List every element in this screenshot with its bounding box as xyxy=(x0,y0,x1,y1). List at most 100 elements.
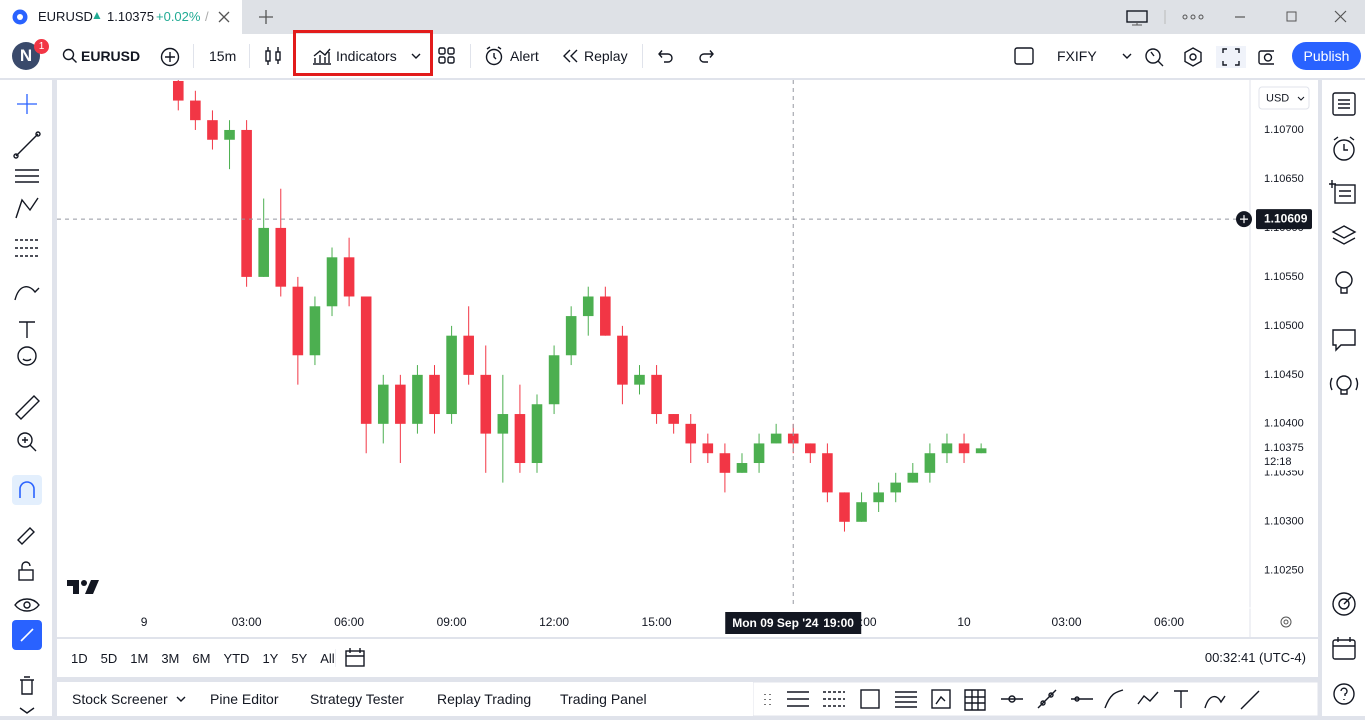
x-tick-label: 9 xyxy=(141,615,148,629)
dropdown-arrow xyxy=(1122,53,1132,59)
layout-button[interactable] xyxy=(1014,47,1034,65)
timeframe[interactable]: 5D xyxy=(100,651,118,666)
timeframe[interactable]: 6M xyxy=(192,651,211,666)
x-tick-label: 12:00 xyxy=(539,615,569,629)
candle-body xyxy=(651,374,662,415)
candles xyxy=(172,80,987,532)
search-icon xyxy=(62,48,77,63)
symbol-search[interactable]: EURUSD xyxy=(62,34,140,78)
last-price-box xyxy=(1256,438,1318,471)
right-sidebar xyxy=(1322,80,1365,716)
candle-body xyxy=(395,384,406,424)
tab-close[interactable] xyxy=(218,11,230,23)
crosshair-time-box xyxy=(725,612,862,634)
candle-body xyxy=(805,443,816,454)
publish-button[interactable]: Publish xyxy=(1292,42,1361,70)
candle-body xyxy=(224,129,235,140)
y-tick-label: 1.10450 xyxy=(1264,369,1304,381)
drawing-tools[interactable] xyxy=(12,90,42,720)
y-tick-label: 1.10400 xyxy=(1264,418,1304,430)
toolbar-icons xyxy=(1145,46,1274,68)
bottom-panel: Stock Screener Pine Editor Strategy Test… xyxy=(57,682,1318,716)
timeframe[interactable]: YTD xyxy=(223,651,250,666)
y-tick-label: 1.10650 xyxy=(1264,173,1304,185)
time-axis-settings[interactable] xyxy=(1280,616,1292,628)
candle-body xyxy=(446,335,457,415)
candle-body xyxy=(600,296,611,336)
candle-body xyxy=(634,374,645,385)
floating-drawing-bar[interactable] xyxy=(753,682,1318,716)
alert-icon xyxy=(485,46,503,66)
candle-body xyxy=(275,227,287,287)
timeframe[interactable]: All xyxy=(320,651,335,666)
crosshair-price-box xyxy=(1256,209,1312,230)
timeframe[interactable]: 5Y xyxy=(291,651,308,666)
candle-body xyxy=(565,316,577,356)
panel-tab[interactable]: Replay Trading xyxy=(437,691,532,707)
candle-body xyxy=(975,448,987,454)
candle-body xyxy=(856,502,867,522)
candle-body xyxy=(941,443,953,454)
tab-change: +0.02% xyxy=(156,9,201,24)
avatar[interactable]: N xyxy=(12,42,40,70)
new-tab[interactable] xyxy=(258,9,274,25)
candle-body xyxy=(924,453,936,473)
candle-body xyxy=(514,414,526,464)
candle-body xyxy=(190,100,201,121)
candle-body xyxy=(412,374,423,424)
templates-button[interactable] xyxy=(438,47,456,65)
y-tick-label: 1.10700 xyxy=(1264,124,1304,136)
interval-button[interactable]: 15m xyxy=(209,34,236,78)
indicators-icon xyxy=(313,48,331,65)
candle-body xyxy=(958,443,970,454)
candle-body xyxy=(360,296,372,424)
top-toolbar: N 1 EURUSD 15m Indicators Alert Replay F… xyxy=(0,30,1365,78)
timeframes: 1D 5D 1M 3M 6M YTD 1Y 5Y All xyxy=(71,650,348,666)
candle-body xyxy=(377,384,389,424)
candle-body xyxy=(736,463,748,473)
currency-dropdown[interactable]: USD xyxy=(1258,86,1310,110)
indicators-button[interactable]: Indicators xyxy=(312,34,421,78)
candle-body xyxy=(497,414,509,434)
chart-type-button[interactable] xyxy=(264,46,282,66)
timeframe[interactable]: 1Y xyxy=(262,651,279,666)
alert-button[interactable]: Alert xyxy=(484,34,539,78)
timeframe[interactable]: 3M xyxy=(161,651,180,666)
candle-body xyxy=(582,296,594,317)
timeframe[interactable]: 1D xyxy=(71,651,88,666)
panel-tab[interactable]: Trading Panel xyxy=(560,691,647,707)
crosshair-time: 19:00 xyxy=(823,616,854,630)
tab-symbol: EURUSD xyxy=(38,9,93,24)
panel-tab[interactable]: Stock Screener xyxy=(72,691,168,707)
highlight-box xyxy=(293,30,433,76)
candle-body xyxy=(890,482,902,493)
tab-arrow: ▲ xyxy=(91,8,103,22)
crosshair-add-icon xyxy=(1240,215,1248,224)
panel-tab[interactable]: Pine Editor xyxy=(210,691,279,707)
candle-body xyxy=(753,443,765,464)
replay-button[interactable]: Replay xyxy=(562,34,628,78)
broker-button[interactable]: FXIFY xyxy=(1057,34,1132,78)
compare-button[interactable] xyxy=(160,47,180,67)
undo-redo[interactable] xyxy=(657,49,717,63)
dropdown-arrow xyxy=(176,696,186,702)
candle-body xyxy=(258,227,269,277)
y-tick-label: 1.10250 xyxy=(1264,565,1304,577)
sidebar-icons[interactable] xyxy=(1329,90,1359,710)
replay-label: Replay xyxy=(584,48,628,64)
date-range-button[interactable] xyxy=(335,647,371,669)
separator xyxy=(249,44,250,68)
timeframe[interactable]: 1M xyxy=(130,651,149,666)
candle-body xyxy=(463,335,474,375)
x-tick-label: 10 xyxy=(957,615,971,629)
badge: 1 xyxy=(34,39,49,54)
dropdown-arrow xyxy=(411,53,421,59)
y-tick-label: 1.10500 xyxy=(1264,320,1304,332)
panel-tab[interactable]: Strategy Tester xyxy=(310,691,404,707)
x-tick-label: 03:00 xyxy=(1052,615,1082,629)
x-tick-label: 15:00 xyxy=(642,615,672,629)
last-price-label: 1.10375 xyxy=(1264,442,1304,454)
candle-body xyxy=(685,423,697,444)
browser-tab[interactable]: EURUSD ▲ 1.10375 +0.02% / xyxy=(0,0,242,34)
separator xyxy=(193,44,194,68)
